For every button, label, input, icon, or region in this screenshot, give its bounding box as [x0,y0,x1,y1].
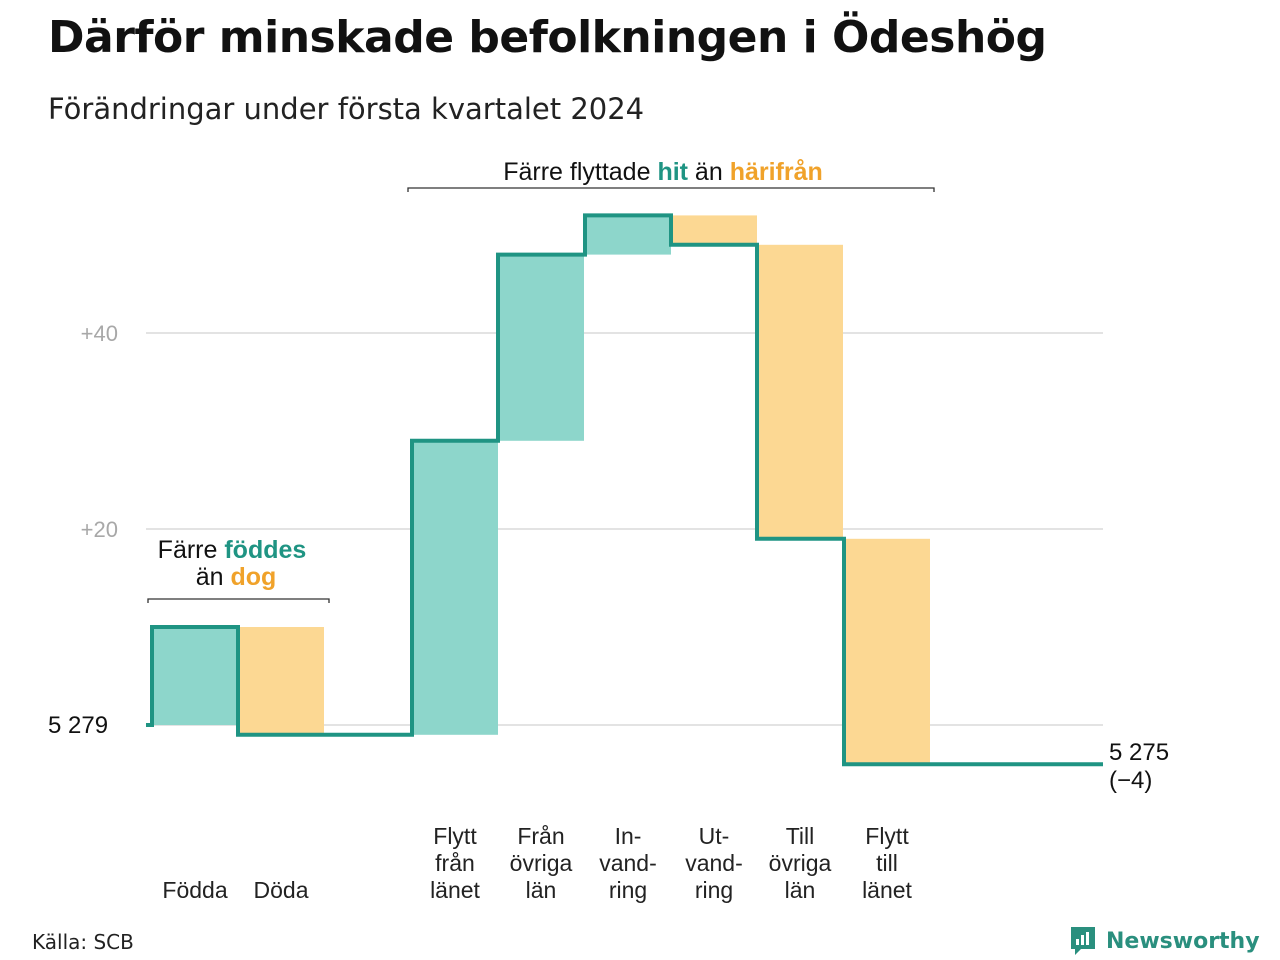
category-label: ring [695,877,733,903]
category-label: Till [786,823,815,849]
category-label: Ut- [699,823,730,849]
category-label: län [526,877,557,903]
chart-title: Därför minskade befolkningen i Ödeshög [48,12,1047,63]
newsworthy-logo-icon [1071,927,1095,955]
waterfall-bar [844,538,930,765]
category-label: Döda [254,877,309,903]
migration-bracket [407,187,935,192]
source-note: Källa: SCB [32,930,134,954]
y-tick-label: +40 [81,321,118,346]
waterfall-bar [152,627,238,725]
category-label: övriga [510,850,573,876]
migration-annotation: Färre flyttade hit än härifrån [503,158,823,186]
y-tick-label: +20 [81,517,118,542]
chart-subtitle: Förändringar under första kvartalet 2024 [48,92,645,126]
category-label: från [435,850,475,876]
category-label: Födda [162,877,227,903]
category-label: Flytt [433,823,477,849]
category-label: Flytt [865,823,909,849]
end-change-label: (−4) [1109,767,1152,794]
waterfall-bar [757,244,843,539]
category-label: länet [430,877,480,903]
waterfall-bar [238,627,324,735]
births-annotation-line1: Färre föddes [158,536,307,564]
start-value-label: 5 279 [48,712,108,739]
waterfall-bar [671,215,757,245]
waterfall-bar [412,440,498,735]
brand-logo: Newsworthy [1068,924,1260,958]
births-bracket [147,598,330,603]
births-annotation-line2: än dog [196,563,277,591]
category-label: In- [615,823,642,849]
waterfall-bar [498,254,584,441]
category-label: vand- [599,850,657,876]
category-label: Från [517,823,564,849]
brand-name: Newsworthy [1106,928,1260,954]
category-label: vand- [685,850,743,876]
category-label: ring [609,877,647,903]
category-label: till [876,850,898,876]
waterfall-bar [585,215,671,255]
category-label: län [785,877,816,903]
end-value-label: 5 275 [1109,739,1169,766]
category-label: övriga [769,850,832,876]
cumulative-step-line [146,213,1103,767]
category-label: länet [862,877,912,903]
